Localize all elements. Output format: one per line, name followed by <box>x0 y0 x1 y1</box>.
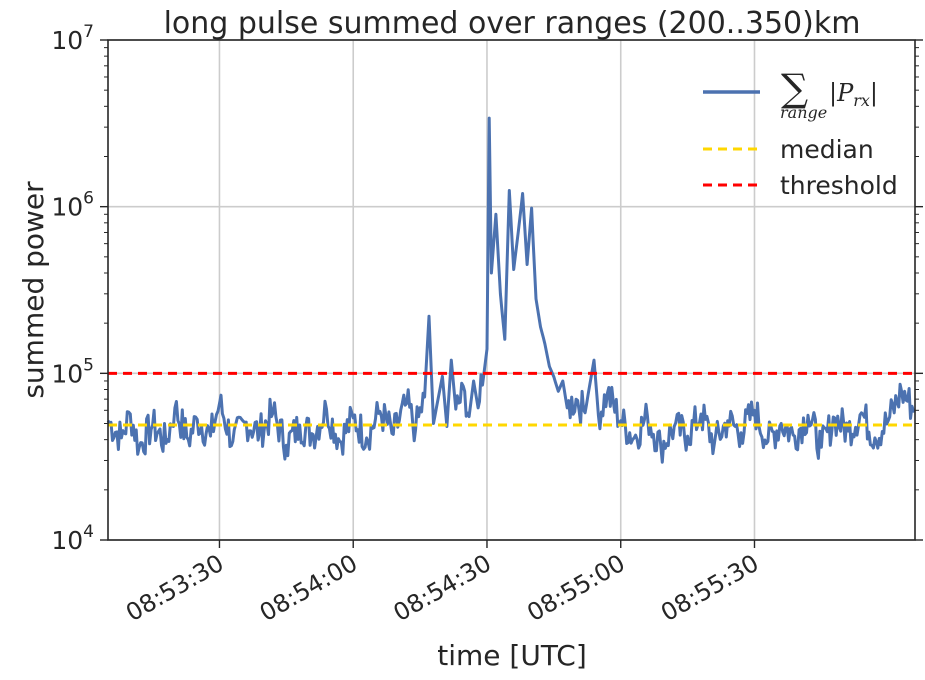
y-tick-exp-0: 4 <box>83 522 94 542</box>
legend-threshold-label: threshold <box>780 171 898 200</box>
legend-sum-range: range <box>780 103 827 122</box>
legend-median-label: median <box>780 135 874 164</box>
series-layer <box>106 116 916 464</box>
y-tick-label-1: 105 <box>51 355 94 388</box>
y-tick-label-2: 106 <box>51 189 94 222</box>
legend-sum-expression: |Prx| <box>829 79 878 110</box>
series-line-sum-power <box>106 116 916 464</box>
y-tick-base-3: 10 <box>51 26 83 55</box>
y-axis-label: summed power <box>17 181 50 399</box>
y-tick-base-0: 10 <box>51 526 83 555</box>
y-tick-exp-2: 6 <box>83 189 94 209</box>
legend-sum-close: | <box>870 79 878 108</box>
legend-sum-subscript: rx <box>853 91 870 110</box>
y-tick-label-3: 107 <box>51 22 94 55</box>
y-tick-label-0: 104 <box>51 522 94 555</box>
y-tick-exp-3: 7 <box>83 22 94 42</box>
y-tick-exp-1: 5 <box>83 355 94 375</box>
legend-sum-expr: |P <box>829 79 854 108</box>
y-tick-base-1: 10 <box>51 359 83 388</box>
y-tick-base-2: 10 <box>51 193 83 222</box>
chart-title: long pulse summed over ranges (200..350)… <box>164 6 861 41</box>
plot-frame <box>107 39 916 541</box>
legend: ∑ |Prx| range median threshold <box>703 66 898 200</box>
x-axis-label: time [UTC] <box>437 639 587 672</box>
axes-frame <box>107 39 916 541</box>
legend-sum-symbol: ∑ <box>781 66 808 110</box>
